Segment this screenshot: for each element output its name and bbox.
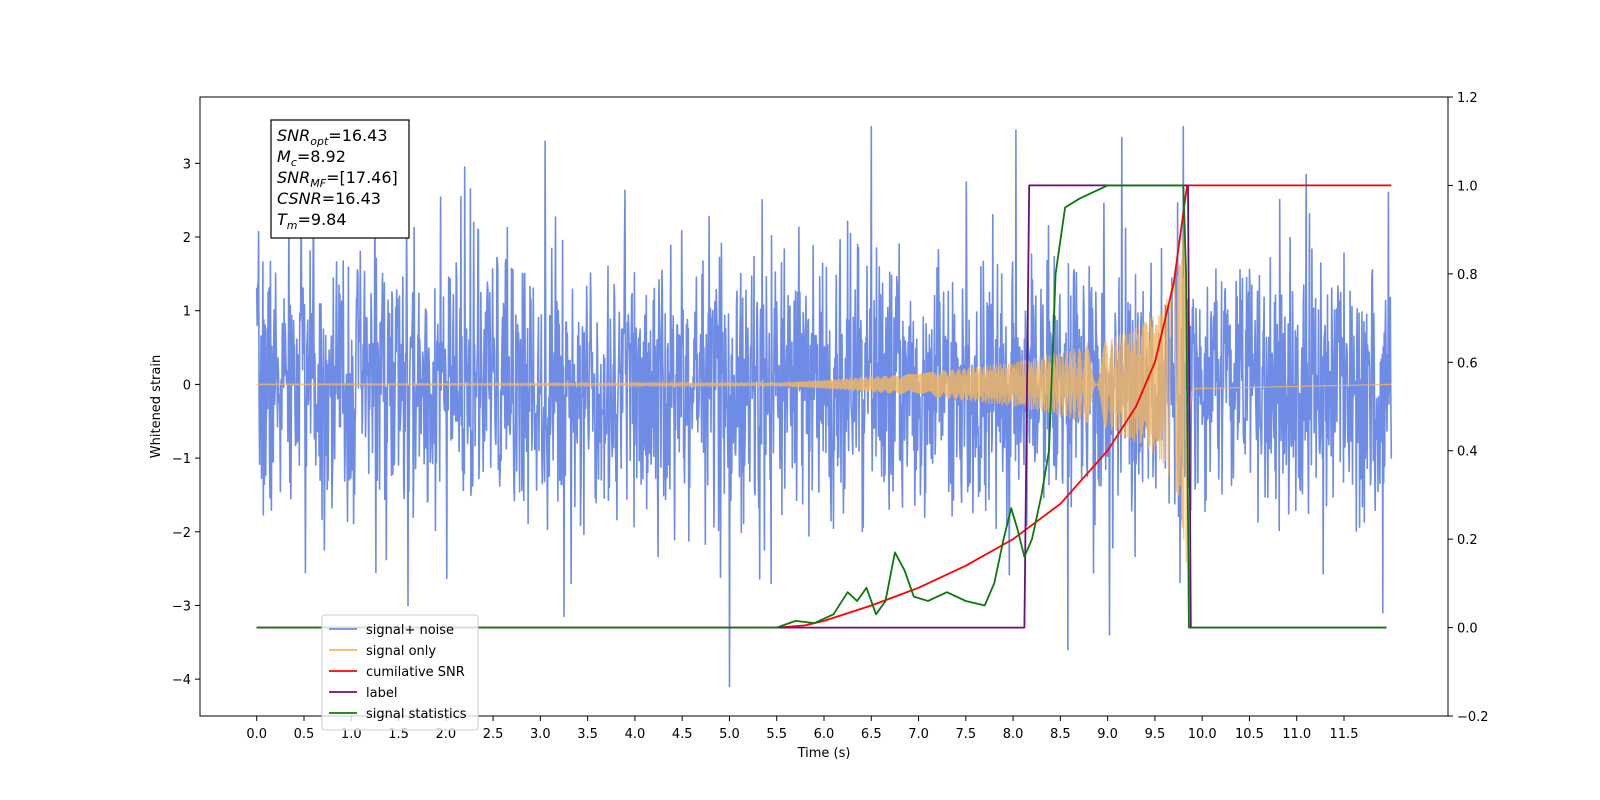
x-tick-label: 11.5 <box>1330 727 1359 742</box>
x-tick-label: 11.0 <box>1282 727 1311 742</box>
y2-tick-label: 0.8 <box>1457 268 1478 283</box>
x-tick-label: 3.5 <box>577 727 598 742</box>
x-tick-label: 9.5 <box>1145 727 1166 742</box>
series-signal-noise <box>255 125 1393 688</box>
x-axis: 0.0 0.5 1.0 1.5 2.0 2.5 3.0 3.5 4.0 4.5 5.0 5.5 6.0 6… <box>246 716 1358 742</box>
y-tick-label: −2 <box>172 526 191 541</box>
x-tick-label: 5.0 <box>719 727 740 742</box>
y-tick-label: 3 <box>183 157 191 172</box>
x-tick-label: 4.5 <box>672 727 693 742</box>
y-axis-right: −0.2 0.0 0.2 0.4 0.6 0.8 1.0 1.2 <box>1448 91 1489 725</box>
series-cumilative-snr <box>256 184 1392 629</box>
x-tick-label: 7.0 <box>908 727 929 742</box>
x-tick-label: 0.5 <box>294 727 315 742</box>
y-tick-label: 1 <box>183 305 191 320</box>
annotation-line: Tm=9.84 <box>277 210 347 232</box>
plot-area <box>255 125 1393 688</box>
legend-label: label <box>366 686 397 701</box>
x-tick-label: 6.5 <box>861 727 882 742</box>
series-signal-only <box>256 213 1392 563</box>
annotation-line: CSNR=16.43 <box>277 189 381 208</box>
x-tick-label: 1.5 <box>388 727 409 742</box>
series-line <box>256 213 1392 563</box>
y2-tick-label: 1.0 <box>1457 179 1478 194</box>
x-axis-label: Time (s) <box>797 746 851 761</box>
legend-label: signal+ noise <box>366 623 454 638</box>
legend-frame <box>321 614 479 731</box>
series-line <box>255 125 1393 688</box>
x-tick-label: 0.0 <box>246 727 267 742</box>
annotation-line: SNRopt=16.43 <box>277 126 388 148</box>
legend-label: signal statistics <box>366 707 467 722</box>
y2-tick-label: −0.2 <box>1457 710 1489 725</box>
series-signal-statistics <box>256 184 1387 629</box>
y2-tick-label: 0.0 <box>1457 622 1478 637</box>
y2-tick-label: 1.2 <box>1457 91 1478 106</box>
x-tick-label: 8.0 <box>1003 727 1024 742</box>
series-line <box>256 184 1392 629</box>
x-tick-label: 10.5 <box>1235 727 1264 742</box>
x-tick-label: 5.5 <box>766 727 787 742</box>
x-tick-label: 4.0 <box>625 727 646 742</box>
x-tick-label: 9.0 <box>1097 727 1118 742</box>
y-tick-label: −4 <box>172 673 191 688</box>
annotation-frame <box>270 119 410 239</box>
y2-tick-label: 0.6 <box>1457 356 1478 371</box>
x-tick-label: 10.0 <box>1188 727 1217 742</box>
legend-label: cumilative SNR <box>366 665 465 680</box>
x-tick-label: 2.5 <box>483 727 504 742</box>
y-tick-label: 0 <box>183 378 191 393</box>
y-tick-label: −3 <box>172 599 191 614</box>
annotation-line: Mc=8.92 <box>277 147 346 169</box>
series-line <box>256 184 1387 629</box>
y2-tick-label: 0.4 <box>1457 445 1478 460</box>
x-tick-label: 7.5 <box>955 727 976 742</box>
y2-tick-label: 0.2 <box>1457 533 1478 548</box>
x-tick-label: 8.5 <box>1050 727 1071 742</box>
x-tick-label: 6.0 <box>814 727 835 742</box>
y-tick-label: 2 <box>183 231 191 246</box>
legend-label: signal only <box>366 644 436 659</box>
x-tick-label: 3.0 <box>530 727 551 742</box>
y-axis-left: −4 −3 −2 −1 0 1 2 3 <box>172 157 200 688</box>
y-axis-label: Whitened strain <box>149 355 164 458</box>
x-tick-label: 1.0 <box>341 727 362 742</box>
y-tick-label: −1 <box>172 452 191 467</box>
annotation-line: SNRMF=[17.46] <box>277 168 398 190</box>
annotation-box: SNRopt=16.43Mc=8.92SNRMF=[17.46]CSNR=16.… <box>270 119 410 239</box>
legend: signal+ noise signal only cumilative SNR la… <box>321 614 479 731</box>
x-tick-label: 2.0 <box>435 727 456 742</box>
